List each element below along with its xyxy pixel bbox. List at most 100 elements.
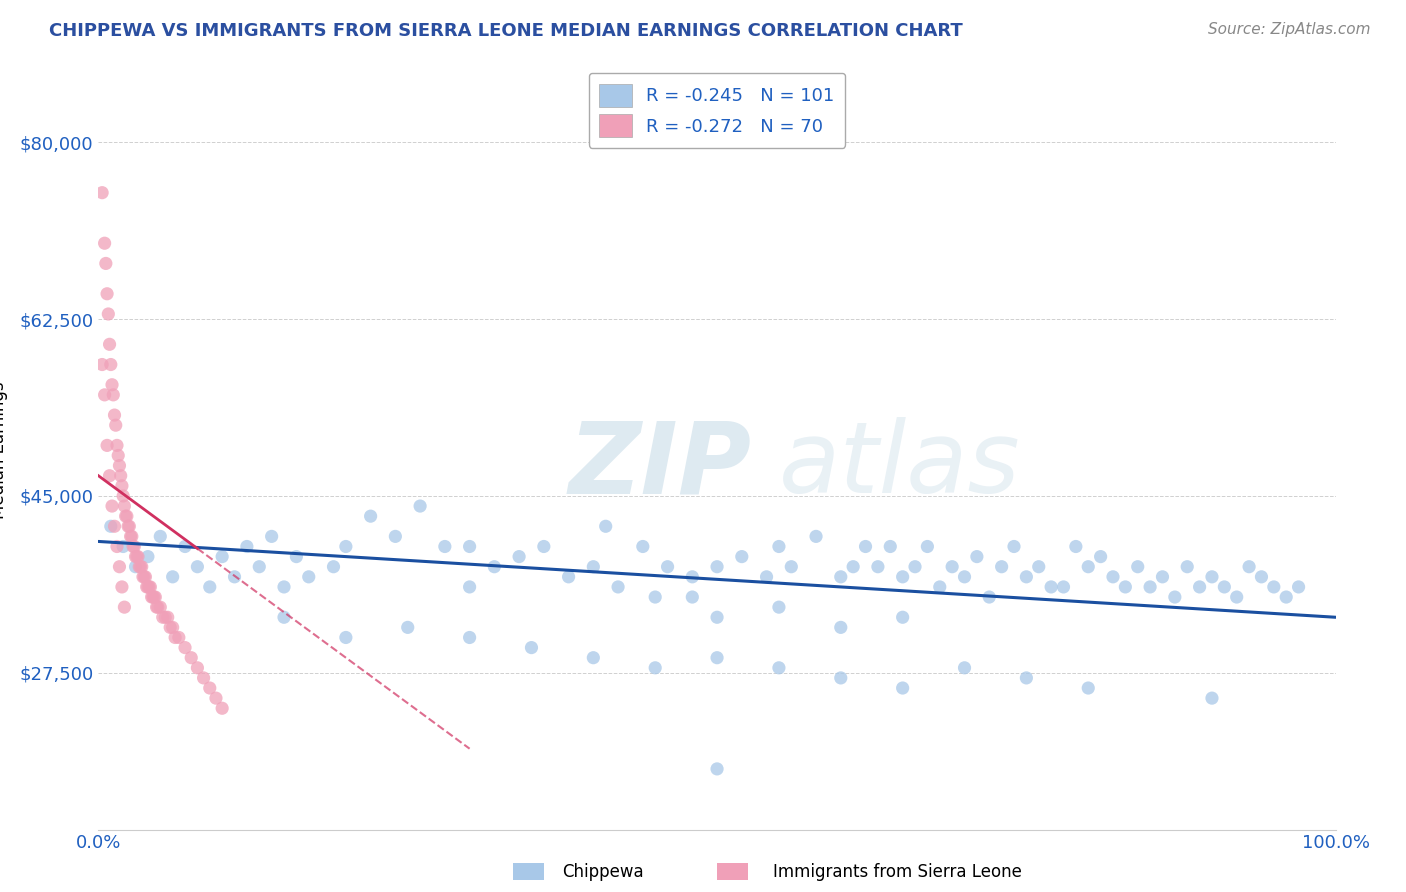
Point	[236, 540, 259, 554]
Text: Immigrants from Sierra Leone: Immigrants from Sierra Leone	[773, 863, 1022, 881]
Text: Source: ZipAtlas.com: Source: ZipAtlas.com	[1208, 22, 1371, 37]
Point	[1002, 540, 1025, 554]
Point	[156, 610, 179, 624]
Point	[1040, 580, 1063, 594]
Point	[134, 570, 156, 584]
Point	[484, 559, 506, 574]
Point	[93, 236, 115, 251]
Point	[1188, 580, 1211, 594]
Point	[941, 559, 963, 574]
Point	[108, 559, 131, 574]
Point	[115, 509, 138, 524]
Point	[124, 540, 146, 554]
Point	[114, 509, 136, 524]
Point	[101, 499, 124, 513]
Point	[125, 549, 148, 564]
Text: Chippewa: Chippewa	[562, 863, 644, 881]
Point	[112, 540, 135, 554]
Point	[706, 762, 728, 776]
Point	[458, 580, 481, 594]
Point	[1152, 570, 1174, 584]
Point	[755, 570, 778, 584]
Point	[131, 559, 153, 574]
Point	[167, 631, 190, 645]
Text: atlas: atlas	[779, 417, 1021, 514]
Point	[134, 570, 156, 584]
Point	[128, 559, 150, 574]
Point	[247, 559, 270, 574]
Point	[174, 540, 197, 554]
Point	[105, 438, 128, 452]
Point	[91, 186, 114, 200]
Point	[842, 559, 865, 574]
Text: CHIPPEWA VS IMMIGRANTS FROM SIERRA LEONE MEDIAN EARNINGS CORRELATION CHART: CHIPPEWA VS IMMIGRANTS FROM SIERRA LEONE…	[49, 22, 963, 40]
Point	[122, 540, 145, 554]
Point	[830, 570, 852, 584]
Point	[193, 671, 215, 685]
Point	[93, 388, 115, 402]
Point	[768, 540, 790, 554]
Point	[644, 661, 666, 675]
Point	[97, 307, 120, 321]
Point	[1164, 590, 1187, 604]
Point	[152, 610, 174, 624]
Point	[866, 559, 889, 574]
Point	[1126, 559, 1149, 574]
Point	[1263, 580, 1285, 594]
Point	[830, 671, 852, 685]
Point	[105, 540, 128, 554]
Point	[121, 529, 143, 543]
Point	[731, 549, 754, 564]
Point	[1275, 590, 1298, 604]
Point	[117, 519, 139, 533]
Point	[804, 529, 827, 543]
Point	[127, 549, 149, 564]
Text: ZIP: ZIP	[568, 417, 752, 514]
Point	[146, 600, 169, 615]
Point	[1288, 580, 1310, 594]
Point	[335, 631, 357, 645]
Point	[273, 610, 295, 624]
Point	[458, 631, 481, 645]
Point	[124, 549, 146, 564]
Point	[966, 549, 988, 564]
Point	[706, 610, 728, 624]
Point	[1114, 580, 1136, 594]
Point	[335, 540, 357, 554]
Point	[145, 600, 167, 615]
Point	[458, 540, 481, 554]
Point	[110, 468, 132, 483]
Point	[1077, 559, 1099, 574]
Point	[904, 559, 927, 574]
Point	[681, 590, 703, 604]
Point	[124, 559, 146, 574]
Point	[108, 458, 131, 473]
Point	[118, 519, 141, 533]
Point	[1139, 580, 1161, 594]
Point	[1064, 540, 1087, 554]
Point	[198, 580, 221, 594]
Point	[100, 358, 122, 372]
Point	[100, 519, 122, 533]
Point	[706, 650, 728, 665]
Point	[298, 570, 321, 584]
Point	[112, 489, 135, 503]
Point	[1028, 559, 1050, 574]
Point	[186, 559, 208, 574]
Point	[111, 479, 134, 493]
Point	[557, 570, 579, 584]
Point	[104, 418, 127, 433]
Point	[159, 620, 181, 634]
Point	[768, 600, 790, 615]
Point	[96, 286, 118, 301]
Point	[94, 256, 117, 270]
Point	[830, 620, 852, 634]
Point	[198, 681, 221, 695]
Point	[657, 559, 679, 574]
Point	[211, 701, 233, 715]
Point	[273, 580, 295, 594]
Point	[409, 499, 432, 513]
Point	[143, 590, 166, 604]
Point	[891, 570, 914, 584]
Point	[953, 570, 976, 584]
